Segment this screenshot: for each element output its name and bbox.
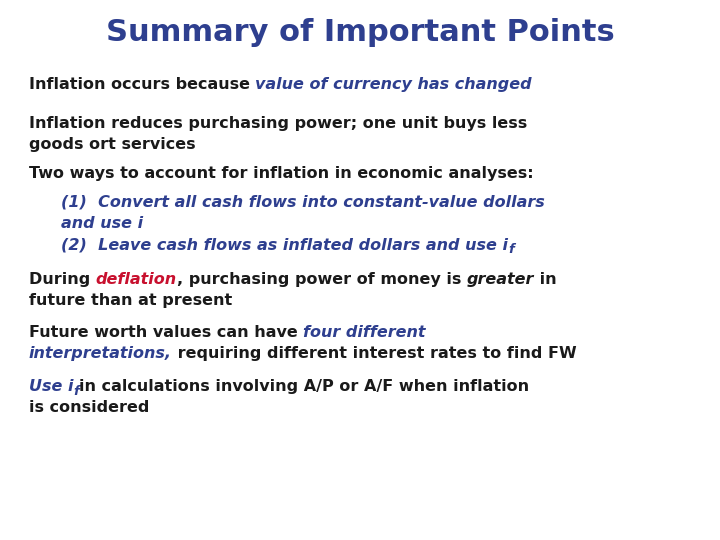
- Text: deflation: deflation: [96, 272, 177, 287]
- Text: goods ort services: goods ort services: [29, 137, 195, 152]
- Text: (2)  Leave cash flows as inflated dollars and use i: (2) Leave cash flows as inflated dollars…: [61, 237, 508, 252]
- Text: Inflation reduces purchasing power; one unit buys less: Inflation reduces purchasing power; one …: [29, 116, 527, 131]
- Text: Use i: Use i: [29, 379, 73, 394]
- Text: value of currency has changed: value of currency has changed: [256, 77, 532, 92]
- Text: is considered: is considered: [29, 400, 149, 415]
- Text: ©McGraw-Hill Education.: ©McGraw-Hill Education.: [11, 523, 125, 532]
- Text: future than at present: future than at present: [29, 293, 232, 308]
- Text: f: f: [73, 385, 79, 398]
- Text: requiring different interest rates to find FW: requiring different interest rates to fi…: [172, 346, 577, 361]
- Text: four different: four different: [303, 325, 426, 340]
- Text: and use i: and use i: [61, 215, 143, 231]
- Text: Inflation occurs because: Inflation occurs because: [29, 77, 256, 92]
- Text: , purchasing power of money is: , purchasing power of money is: [177, 272, 467, 287]
- Text: in: in: [534, 272, 557, 287]
- Text: in calculations involving A/P or A/F when inflation: in calculations involving A/P or A/F whe…: [79, 379, 529, 394]
- Text: Two ways to account for inflation in economic analyses:: Two ways to account for inflation in eco…: [29, 166, 534, 181]
- Text: interpretations,: interpretations,: [29, 346, 172, 361]
- Text: f: f: [508, 244, 514, 256]
- Text: greater: greater: [467, 272, 534, 287]
- Text: Summary of Important Points: Summary of Important Points: [106, 18, 614, 47]
- Text: Future worth values can have: Future worth values can have: [29, 325, 303, 340]
- Text: (1)  Convert all cash flows into constant-value dollars: (1) Convert all cash flows into constant…: [61, 195, 545, 210]
- Text: During: During: [29, 272, 96, 287]
